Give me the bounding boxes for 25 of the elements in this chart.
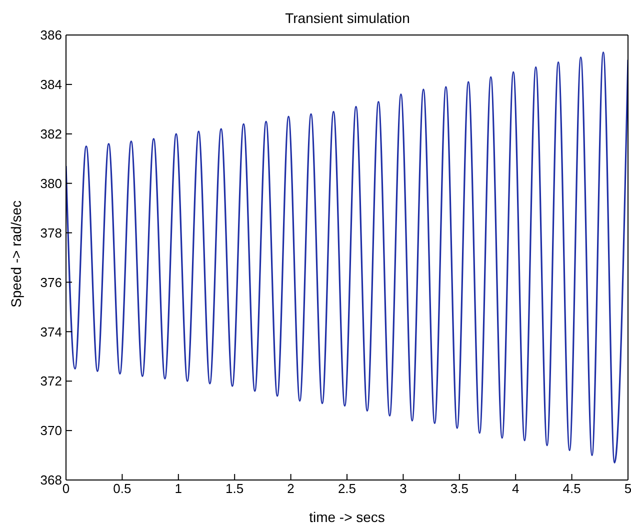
y-tick-label: 378 — [40, 225, 62, 240]
x-tick-label: 4 — [512, 481, 520, 496]
x-tick-label: 2.5 — [338, 481, 356, 496]
x-axis-title: time -> secs — [309, 509, 385, 524]
x-tick-label: 3 — [400, 481, 407, 496]
x-tick-label: 0 — [62, 481, 70, 496]
y-tick-label: 374 — [40, 324, 62, 340]
y-tick-label: 380 — [40, 176, 62, 191]
x-tick-label: 0.5 — [113, 481, 132, 496]
y-tick-label: 384 — [40, 77, 62, 92]
x-tick-label: 1 — [174, 481, 182, 496]
x-tick-label: 3.5 — [450, 481, 468, 496]
y-tick-label: 370 — [40, 423, 62, 438]
x-tick-label: 4.5 — [562, 481, 581, 496]
x-tick-label: 2 — [287, 481, 294, 496]
y-tick-label: 386 — [40, 28, 62, 43]
y-tick-label: 368 — [40, 472, 62, 488]
chart-title: Transient simulation — [284, 10, 411, 26]
y-tick-label: 372 — [40, 374, 62, 389]
y-tick-label: 382 — [40, 126, 62, 142]
x-tick-label: 1.5 — [226, 481, 244, 496]
y-axis-title: Speed -> rad/sec — [8, 200, 24, 308]
y-tick-label: 376 — [40, 274, 62, 290]
line-series — [66, 52, 628, 464]
x-tick-label: 5 — [624, 481, 631, 496]
